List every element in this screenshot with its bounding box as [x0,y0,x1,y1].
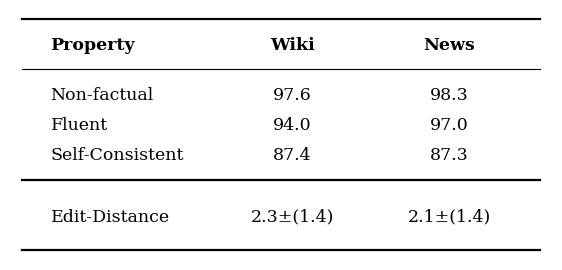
Text: 94.0: 94.0 [273,117,311,134]
Text: 98.3: 98.3 [430,87,469,104]
Text: 97.0: 97.0 [430,117,469,134]
Text: 87.4: 87.4 [273,147,311,164]
Text: Edit-Distance: Edit-Distance [51,209,170,226]
Text: 2.1±(1.4): 2.1±(1.4) [408,209,491,226]
Text: 97.6: 97.6 [273,87,311,104]
Text: Self-Consistent: Self-Consistent [51,147,184,164]
Text: Non-factual: Non-factual [51,87,154,104]
Text: 87.3: 87.3 [430,147,469,164]
Text: Wiki: Wiki [270,38,315,54]
Text: Fluent: Fluent [51,117,108,134]
Text: Property: Property [51,38,135,54]
Text: News: News [424,38,475,54]
Text: 2.3±(1.4): 2.3±(1.4) [251,209,334,226]
